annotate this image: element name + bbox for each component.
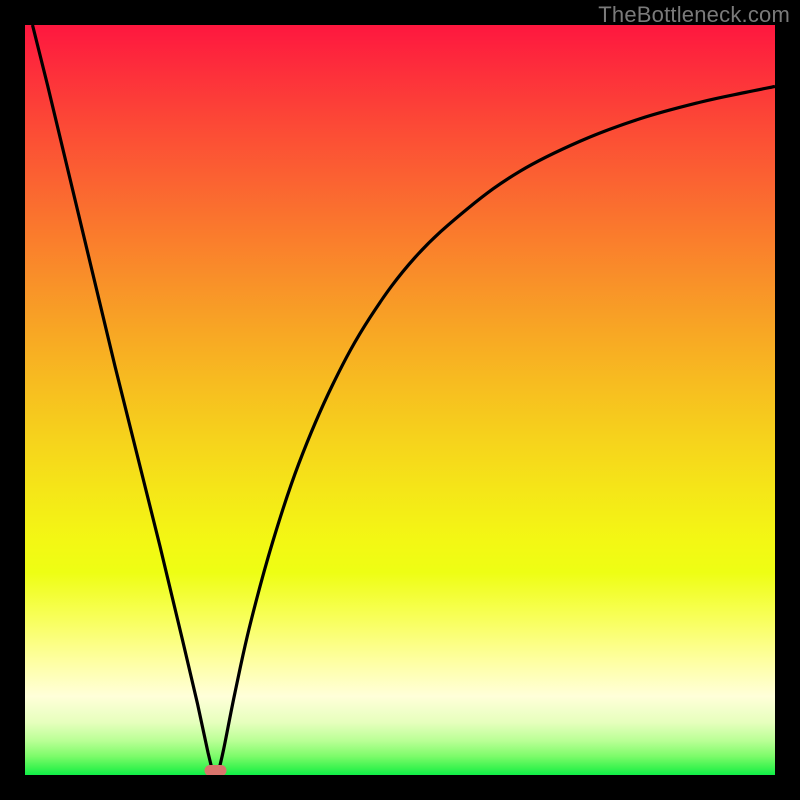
minimum-marker (205, 765, 227, 776)
watermark-text: TheBottleneck.com (598, 2, 790, 28)
bottleneck-chart (0, 0, 800, 800)
chart-background (25, 25, 775, 775)
